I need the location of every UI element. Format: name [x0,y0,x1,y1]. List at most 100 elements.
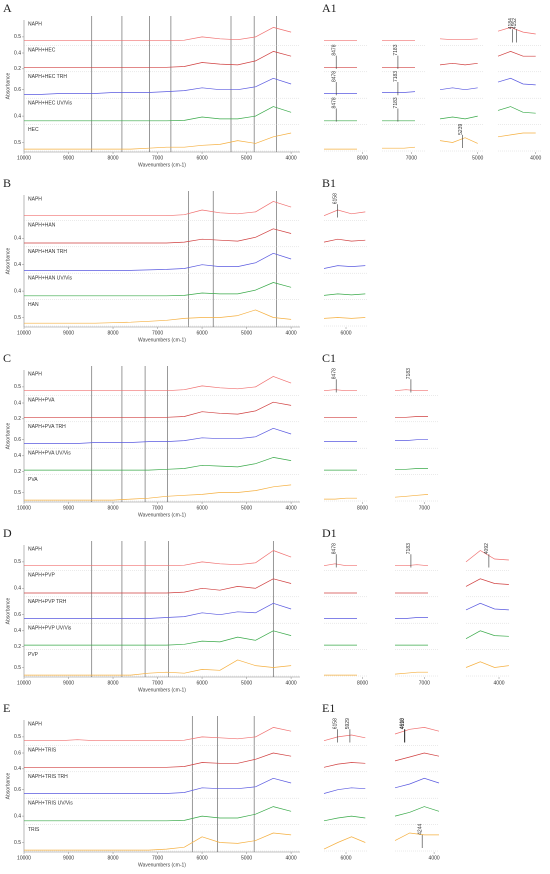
spectrum [24,806,292,822]
spectrum [24,401,292,418]
peak-label: 7183 [406,543,412,554]
series-label: HAN [28,302,39,308]
peak-label: 8478 [332,543,338,554]
y-tick-label: 0.5 [14,490,21,496]
y-axis-label: Absorbance [5,772,11,799]
spectrum [323,836,366,850]
x-tick-label: 7000 [152,680,163,686]
peak-label: 7183 [393,97,399,108]
x-tick-label: 5000 [241,330,252,336]
spectrum [24,427,292,444]
series-label: NAPH [28,371,42,377]
y-tick-label: 0.6 [14,87,21,93]
y-tick-label: 0.6 [14,612,21,618]
spectrum [394,671,428,675]
peak-label: 4152 [512,18,518,29]
spectrum [24,376,292,392]
x-tick-label: 8000 [107,680,118,686]
spectrum [394,777,440,789]
spectrum [24,77,292,95]
x-tick-label: 9000 [63,505,74,511]
peak-label: 7183 [406,368,412,379]
spectrum [323,815,366,822]
x-tick-label: 8000 [107,330,118,336]
series-label: TRIS [28,827,40,833]
x-tick-label: 5000 [241,855,252,861]
peak-label: 6158 [333,718,339,729]
y-tick-label: 0.4 [14,113,21,119]
x-axis-label: Wavenumbers (cm-1) [138,687,186,693]
y-tick-label: 0.4 [14,50,21,56]
spectrum [465,602,509,611]
spectrum [323,209,366,217]
y-tick-label: 0.5 [14,734,21,740]
x-tick-label: 4000 [493,680,504,686]
y-axis-label: Absorbance [5,422,11,449]
series-label: NAPH+PVP UV/Vis [28,626,72,632]
panel-label: C1 [322,351,336,365]
x-tick-label: 7000 [152,855,163,861]
x-tick-label: 6000 [197,155,208,161]
series-label: NAPH+TRIS [28,748,57,754]
x-tick-label: 8000 [357,680,368,686]
spectrum [24,578,292,594]
y-tick-label: 0.2 [14,644,21,650]
spectrum [24,752,292,768]
x-tick-label: 6000 [340,855,351,861]
spectrum [497,51,536,57]
panel-label: E1 [322,701,335,715]
spectrum [323,389,357,392]
spectrum [394,806,440,817]
x-tick-label: 10000 [17,680,31,686]
x-axis-label: Wavenumbers (cm-1) [138,862,186,868]
x-tick-label: 4000 [429,855,440,861]
spectrum [395,564,429,567]
x-tick-label: 6000 [197,505,208,511]
spectrum [323,293,366,296]
x-tick-label: 9000 [63,330,74,336]
spectrum [394,832,439,841]
spectrum [24,252,292,271]
x-axis-label: Wavenumbers (cm-1) [138,337,186,343]
x-tick-label: 9000 [63,855,74,861]
y-tick-label: 0.5 [14,840,21,846]
panel-label: E [3,701,10,715]
peak-label: 4598 [400,718,406,729]
spectrum [323,734,366,742]
peak-label: 7183 [393,44,399,55]
x-tick-label: 5000 [241,155,252,161]
y-tick-label: 0.5 [14,559,21,565]
series-label: NAPH [28,546,42,552]
x-axis-label: Wavenumbers (cm-1) [138,162,186,168]
y-tick-label: 0.2 [14,416,21,422]
peak-label: 4244 [418,823,424,834]
spectrum [465,630,509,640]
spectrum [24,484,292,501]
x-axis-label: Wavenumbers (cm-1) [138,512,186,518]
series-label: NAPH+HEC [28,48,56,54]
panel-label: B1 [322,176,336,190]
spectrum [24,282,292,297]
peak-label: 5929 [345,718,351,729]
spectrum [24,630,292,646]
x-tick-label: 5000 [241,505,252,511]
spectrum [24,201,292,217]
peak-label: 4092 [484,543,490,554]
series-label: NAPH+PVA [28,398,55,404]
series-label: NAPH [28,196,42,202]
x-tick-label: 7000 [406,155,417,161]
y-tick-label: 0.4 [14,628,21,634]
x-tick-label: 4000 [286,330,297,336]
y-tick-label: 0.4 [14,586,21,592]
series-label: PVA [28,477,38,483]
x-tick-label: 8000 [357,505,368,511]
spectrum [323,265,366,269]
y-axis-label: Absorbance [5,597,11,624]
spectrum [24,777,292,794]
panel-label: A [3,1,12,15]
x-tick-label: 4000 [286,505,297,511]
x-tick-label: 4000 [530,155,541,161]
x-tick-label: 7000 [152,505,163,511]
spectrum [24,457,292,471]
